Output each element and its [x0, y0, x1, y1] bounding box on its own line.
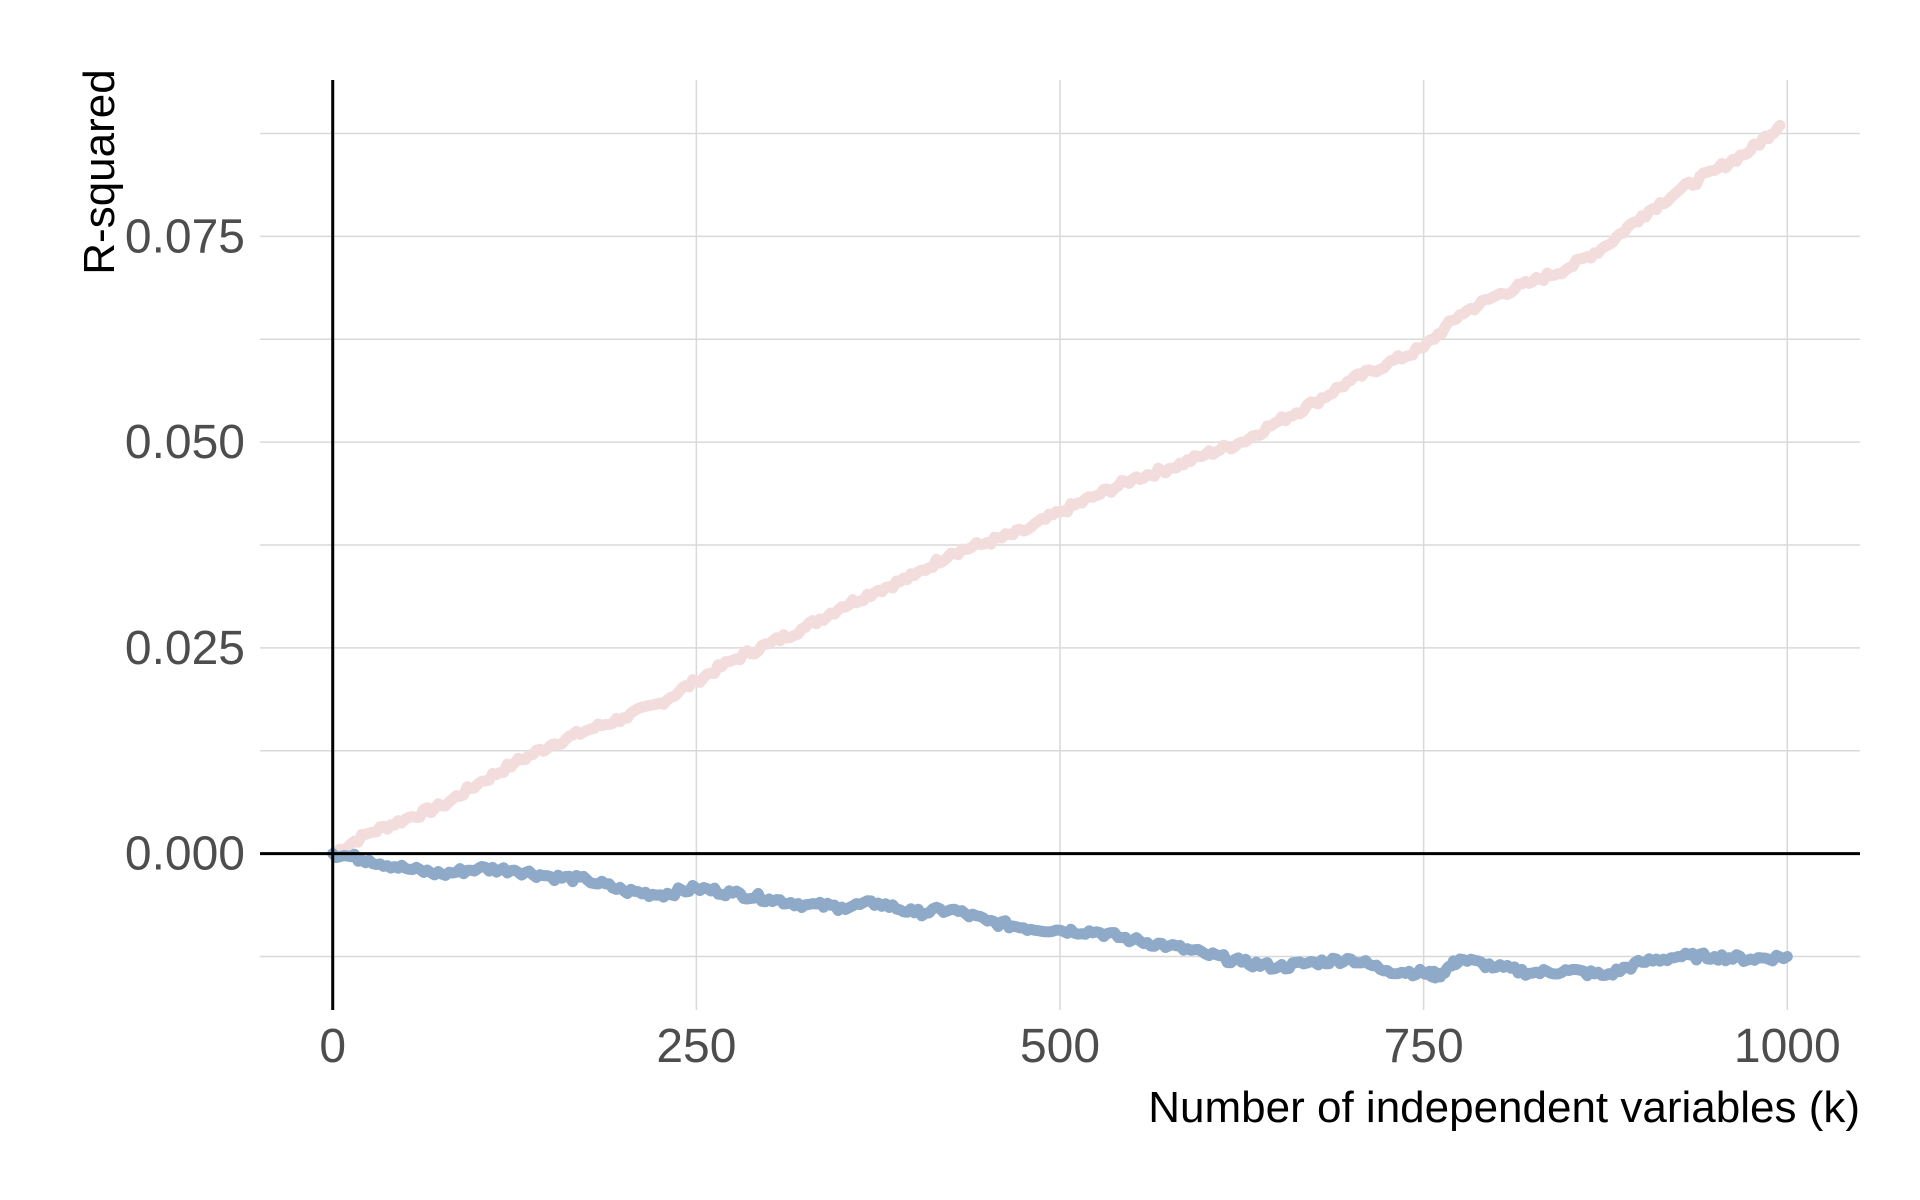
y-tick-label: 0.000 — [125, 828, 245, 881]
x-tick-label: 1000 — [1734, 1020, 1841, 1073]
series-layer — [327, 119, 1793, 984]
y-tick-label: 0.025 — [125, 622, 245, 675]
x-tick-labels: 0 250 500 750 1000 — [319, 1020, 1840, 1073]
x-tick-label: 500 — [1020, 1020, 1100, 1073]
axes-layer — [260, 80, 1860, 1010]
y-tick-label: 0.075 — [125, 210, 245, 263]
x-tick-label: 0 — [319, 1020, 346, 1073]
x-tick-label: 750 — [1384, 1020, 1464, 1073]
y-tick-label: 0.050 — [125, 416, 245, 469]
series-line-adjusted-r-squared — [327, 848, 1793, 984]
series-line-r-squared — [327, 119, 1786, 860]
x-tick-label: 250 — [656, 1020, 736, 1073]
y-tick-labels: 0.000 0.025 0.050 0.075 — [125, 210, 245, 880]
x-axis-title: Number of independent variables (k) — [1148, 1083, 1860, 1132]
y-axis-title: R-squared — [75, 69, 124, 274]
